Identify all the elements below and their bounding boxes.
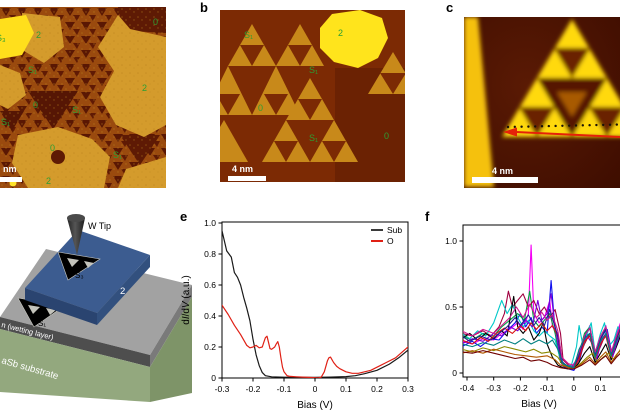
series-Sub — [222, 230, 408, 378]
annotation-label: S₁ — [1, 117, 10, 127]
stm-a-annotations: 0 S₃ 2 S₁ 2 0 S₁ S₁ 0 S₁ 2 — [0, 17, 158, 186]
annotation-label: S₃ — [0, 33, 6, 43]
tip-label: W Tip — [88, 221, 111, 231]
annotation-label: 0 — [50, 143, 55, 153]
y-tick-label: 1.0 — [445, 236, 457, 246]
panel-letter-c: c — [446, 0, 454, 15]
x-tick-label: -0.1 — [540, 383, 555, 393]
annotation-label: S₁ — [309, 133, 318, 143]
annotation-label: 2 — [338, 28, 343, 38]
panel-letter-b: b — [200, 0, 208, 15]
annotation-label: 2 — [46, 176, 51, 186]
series-group — [222, 230, 408, 378]
annotation-label: 0 — [153, 17, 158, 27]
stm-b-annotations: S₁ 2 S₁ 0 S₁ 0 — [244, 28, 389, 143]
annotation-label: S₁ — [309, 65, 318, 75]
stm-image-panel-b: S₁ 2 S₁ 0 S₁ 0 4 nm — [220, 10, 405, 182]
scalebar-label-b: 4 nm — [232, 164, 253, 174]
x-tick-label: -0.2 — [246, 384, 261, 394]
linescan-arrow — [503, 127, 620, 138]
scalebar-label-c: 4 nm — [492, 166, 513, 176]
series-group — [463, 244, 620, 371]
annotation-label: S₁ — [72, 105, 81, 115]
series-spec-brown — [463, 348, 620, 370]
stm-image-panel-a: 0 S₃ 2 S₁ 2 0 S₁ S₁ 0 S₁ 2 nm — [0, 7, 166, 188]
annotation-label: 2 — [36, 30, 41, 40]
panel-letter-f: f — [425, 209, 430, 224]
y-tick-label: 0 — [452, 368, 457, 378]
x-tick-label: -0.1 — [277, 384, 292, 394]
annotation-label: 0 — [384, 131, 389, 141]
x-tick-label: 0 — [313, 384, 318, 394]
scalebar-c — [472, 177, 538, 183]
wetting-layer-side — [150, 285, 192, 367]
series-spec-violetred — [463, 303, 620, 366]
annotation-label: 0 — [33, 100, 38, 110]
panel-letter-e: e — [180, 209, 188, 224]
legend-label: Sub — [387, 225, 402, 235]
x-tick-label: -0.3 — [486, 383, 501, 393]
y-tick-label: 0.5 — [445, 302, 457, 312]
s1-label: S₁ — [38, 319, 46, 328]
plot-frame — [221, 221, 409, 379]
stm-b-bright-island — [320, 10, 388, 68]
scalebar-a — [0, 177, 22, 182]
stm-a-bright-island — [0, 15, 34, 59]
y-tick-label: 1.0 — [204, 218, 216, 228]
layer2-label: 2 — [120, 286, 125, 297]
s3-triangle — [57, 251, 101, 281]
y-axis-label: dI/dV (a.u.) — [181, 275, 192, 324]
x-tick-label: 0.1 — [595, 383, 607, 393]
legend-label: O — [387, 236, 394, 246]
stm-tip — [67, 214, 85, 255]
s3-label: S₃ — [75, 271, 84, 280]
x-tick-label: 0.1 — [340, 384, 352, 394]
layer2-top — [25, 230, 150, 313]
x-tick-label: 0 — [571, 383, 576, 393]
scalebar-b — [228, 176, 266, 181]
substrate-front — [0, 329, 150, 402]
annotation-label: S₁ — [244, 30, 253, 40]
x-tick-label: -0.2 — [513, 383, 528, 393]
scalebar-label-a: nm — [3, 164, 17, 174]
series-spec-teal — [463, 332, 620, 369]
x-tick-label: -0.3 — [215, 384, 230, 394]
layer2-side — [97, 255, 150, 325]
x-tick-label: 0.2 — [371, 384, 383, 394]
y-tick-label: 0.8 — [204, 249, 216, 259]
annotation-label: S₁ — [113, 150, 122, 160]
series-spec-cyan — [463, 299, 620, 367]
linescan-dots — [506, 123, 618, 129]
x-tick-label: 0.3 — [402, 384, 414, 394]
layer2-front — [25, 288, 97, 325]
annotation-label: 2 — [142, 83, 147, 93]
wetting-layer-front — [0, 317, 150, 367]
series-spec-darkmaroon — [463, 350, 620, 370]
series-spec-red — [463, 322, 620, 369]
y-tick-label: 0.6 — [204, 280, 216, 290]
series-spec-navy — [463, 309, 620, 369]
x-axis-label: Bias (V) — [297, 400, 333, 411]
stm-a-gold-terraces — [0, 7, 166, 188]
stm-image-panel-c: 4 nm — [464, 17, 620, 188]
spectra-chart-e: -0.3 -0.2 -0.1 0 0.1 0.2 0.3 0 0.2 0.4 0.6 0.8 1.0 Bi… — [181, 218, 414, 411]
annotation-label: 0 — [258, 103, 263, 113]
schematic-panel-d: W Tip 2 S₃ S₁ n (wetting layer) aSb subs… — [0, 214, 192, 402]
y-tick-label: 0 — [211, 373, 216, 383]
stm-c-sierpinski-triangle — [464, 17, 620, 187]
y-tick-label: 0.4 — [204, 311, 216, 321]
series-O — [222, 304, 408, 378]
stm-b-sierpinski-triangles — [220, 24, 405, 162]
x-axis-label: Bias (V) — [521, 399, 557, 410]
x-tick-label: -0.4 — [460, 383, 475, 393]
substrate-side — [150, 297, 192, 402]
y-tick-label: 0.2 — [204, 342, 216, 352]
annotation-label: S₁ — [28, 65, 37, 75]
